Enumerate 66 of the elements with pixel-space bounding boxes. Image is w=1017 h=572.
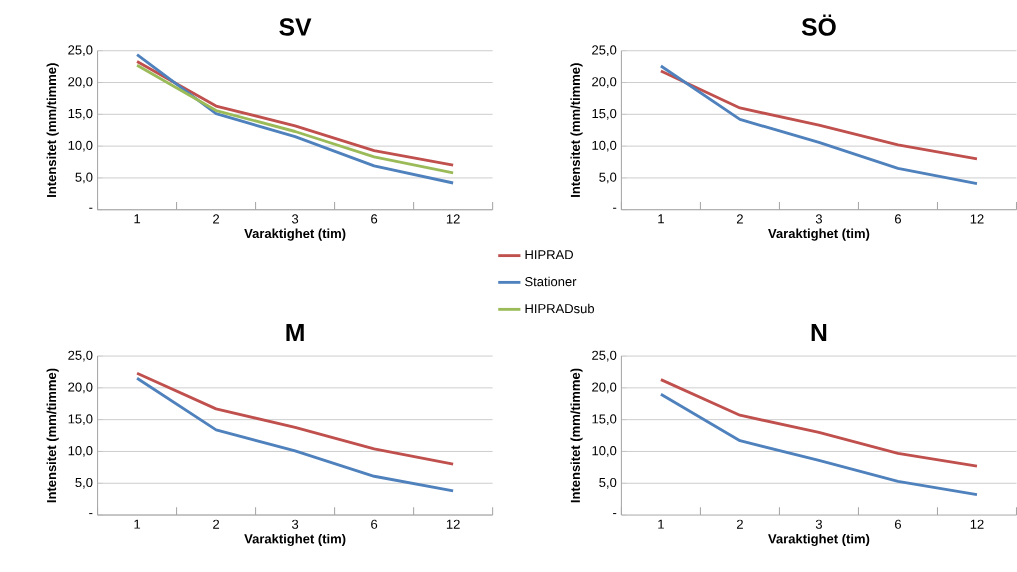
y-tick-label: 25,0	[592, 350, 617, 362]
legend-label: HIPRAD	[525, 250, 573, 260]
y-tick-label: 20,0	[592, 77, 617, 89]
x-axis-title: Varaktighet (tim)	[244, 228, 346, 241]
x-tick-label: 6	[894, 214, 902, 224]
x-tick-label: 6	[894, 519, 902, 530]
y-tick-label: 10,0	[592, 446, 617, 458]
y-tick-label: 5,0	[599, 172, 617, 184]
x-axis-title: Varaktighet (tim)	[768, 534, 870, 547]
y-tick-label: -	[613, 513, 617, 515]
y-tick-label: -	[613, 207, 617, 209]
x-tick-label: 3	[291, 214, 299, 224]
x-tick-label: 1	[658, 519, 664, 529]
chart-title: SÖ	[801, 14, 836, 36]
y-tick-label: 20,0	[592, 382, 617, 394]
x-axis-title: Varaktighet (tim)	[244, 534, 346, 547]
y-tick-label: 25,0	[592, 45, 617, 57]
x-tick-label: 2	[736, 519, 743, 529]
chart-title: SV	[279, 18, 312, 36]
x-tick-label: 12	[970, 519, 984, 529]
y-axis-title: Intensitet (mm/timme)	[46, 63, 59, 198]
legend-label: Stationer	[525, 276, 577, 287]
y-tick-label: 5,0	[75, 172, 93, 184]
y-tick-label: 25,0	[68, 350, 93, 362]
y-tick-label: 20,0	[68, 382, 93, 394]
line-series	[659, 392, 979, 497]
y-tick-label: 15,0	[592, 109, 617, 120]
line-series	[135, 53, 455, 185]
line-series	[659, 69, 979, 161]
y-tick-label: -	[89, 513, 93, 515]
x-axis-title: Varaktighet (tim)	[768, 228, 870, 241]
x-tick-label: 12	[446, 214, 460, 224]
y-axis-title: Intensitet (mm/timme)	[570, 63, 583, 198]
line-series	[135, 371, 455, 466]
y-tick-label: 10,0	[68, 446, 93, 458]
y-axis-title: Intensitet (mm/timme)	[46, 368, 59, 503]
y-tick-label: 10,0	[592, 140, 617, 152]
chart-title: N	[811, 324, 827, 342]
x-tick-label: 2	[213, 519, 220, 529]
y-tick-label: 25,0	[68, 45, 93, 57]
chart-title: M	[286, 324, 304, 342]
x-tick-label: 12	[446, 519, 460, 529]
x-tick-label: 3	[815, 519, 822, 530]
line-series	[135, 377, 455, 493]
x-tick-label: 6	[371, 519, 378, 530]
x-tick-label: 12	[970, 214, 984, 224]
x-tick-label: 6	[371, 214, 378, 224]
y-axis-title: Intensitet (mm/timme)	[570, 368, 583, 503]
legend-label: HIPRADsub	[525, 303, 595, 314]
y-tick-label: 15,0	[68, 109, 93, 120]
y-tick-label: 15,0	[592, 414, 617, 426]
x-tick-label: 1	[134, 214, 141, 224]
y-tick-label: 20,0	[68, 77, 93, 89]
y-tick-label: 15,0	[68, 414, 93, 426]
x-tick-label: 2	[213, 214, 220, 224]
y-tick-label: 5,0	[75, 478, 93, 489]
y-tick-label: 5,0	[599, 478, 617, 489]
y-tick-label: 10,0	[68, 140, 93, 152]
x-tick-label: 1	[134, 519, 141, 529]
x-tick-label: 3	[291, 519, 299, 530]
x-tick-label: 3	[815, 214, 822, 224]
line-series	[659, 378, 979, 468]
x-tick-label: 1	[658, 214, 664, 224]
line-series	[659, 64, 979, 186]
x-tick-label: 2	[736, 214, 743, 224]
y-tick-label: -	[89, 207, 93, 209]
